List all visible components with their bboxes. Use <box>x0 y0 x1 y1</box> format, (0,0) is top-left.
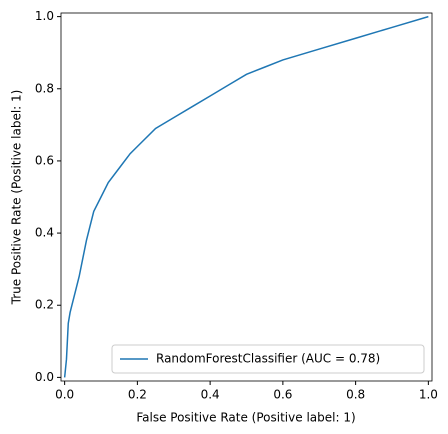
roc-curve <box>63 15 429 378</box>
legend-label: RandomForestClassifier (AUC = 0.78) <box>156 352 380 366</box>
plot-frame <box>60 12 433 382</box>
x-tick-label: 0.8 <box>346 388 365 402</box>
x-tick-label: 0.6 <box>273 388 292 402</box>
y-tick-label: 1.0 <box>35 9 54 23</box>
y-tick-label: 0.6 <box>35 153 54 167</box>
y-tick-label: 0.2 <box>35 298 54 312</box>
x-tick-label: 0.0 <box>55 388 74 402</box>
y-tick-label: 0.4 <box>35 226 54 240</box>
y-tick-label: 0.0 <box>35 370 54 384</box>
x-axis-label: False Positive Rate (Positive label: 1) <box>136 411 355 425</box>
y-axis-label: True Positive Rate (Positive label: 1) <box>10 90 24 306</box>
x-tick-label: 0.4 <box>201 388 220 402</box>
x-tick-label: 0.2 <box>128 388 147 402</box>
y-tick-label: 0.8 <box>35 81 54 95</box>
x-tick-label: 1.0 <box>419 388 438 402</box>
legend-box <box>111 344 425 374</box>
